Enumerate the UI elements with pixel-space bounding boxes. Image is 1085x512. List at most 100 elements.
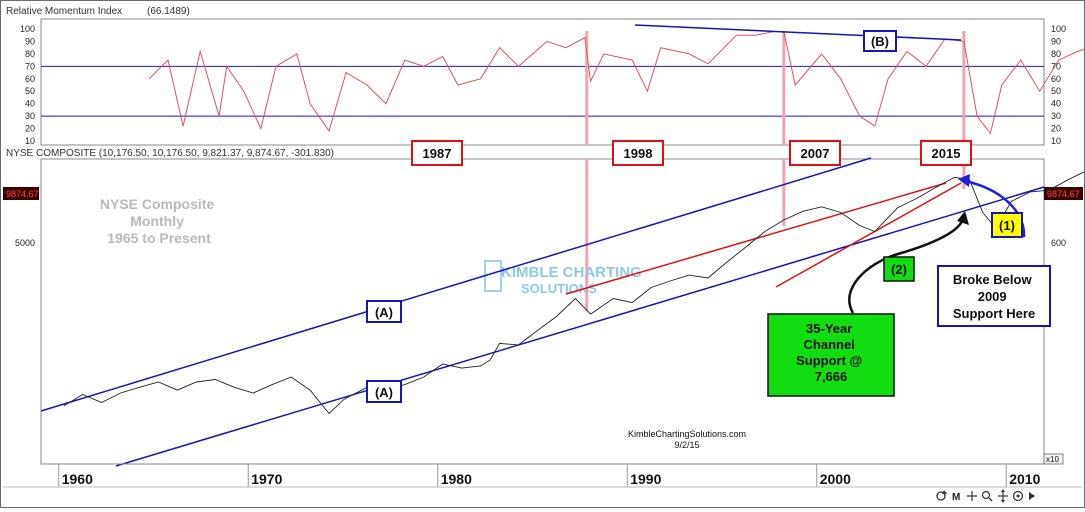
rsi-label-b-box xyxy=(863,30,897,52)
arrow-2-head xyxy=(957,211,969,225)
last-value-left: 9874.67 xyxy=(6,189,39,199)
channel-label-a-upper-box xyxy=(366,300,402,323)
rsi-tick-left: 30 xyxy=(25,111,35,121)
crosshair-icon[interactable] xyxy=(967,491,977,501)
rsi-tick-left: 60 xyxy=(25,74,35,84)
info-text-line: Monthly xyxy=(130,213,184,229)
marker-1: (1) xyxy=(999,218,1015,233)
year-label-text: 1998 xyxy=(624,146,653,161)
rsi-title: Relative Momentum Index xyxy=(6,6,122,17)
year-label-2015: 2015 xyxy=(920,140,972,166)
watermark-line1: KIMBLE CHARTING xyxy=(501,264,642,281)
year-label-2007: 2007 xyxy=(789,140,841,166)
rsi-label-b: (B) xyxy=(871,34,889,49)
rsi-highlight-bar xyxy=(962,31,966,145)
x-tick-label: 1990 xyxy=(630,471,661,487)
watermark-line2: SOLUTIONS xyxy=(521,281,597,296)
red-trend-line-lower xyxy=(775,182,962,288)
channel-support-text: 35-Year Channel Support @ 7,666 xyxy=(796,321,866,384)
x-tick-label: 2000 xyxy=(820,471,851,487)
rsi-tick-left: 50 xyxy=(25,86,35,96)
year-label-text: 2015 xyxy=(932,146,961,161)
channel-lower-line xyxy=(115,186,1045,467)
rsi-tick-right: 50 xyxy=(1051,86,1061,96)
rsi-tick-right: 20 xyxy=(1051,124,1061,134)
rsi-highlight-bar xyxy=(585,31,589,145)
last-value-tag-left xyxy=(3,187,39,200)
rsi-tick-right: 40 xyxy=(1051,99,1061,109)
scale-button-label: x10 xyxy=(1046,455,1059,464)
rsi-tick-right: 60 xyxy=(1051,74,1061,84)
arrow-1-curve xyxy=(964,179,1026,238)
pan-icon[interactable] xyxy=(998,489,1008,503)
channel-support-box xyxy=(767,313,895,397)
rsi-tick-right: 10 xyxy=(1051,136,1061,146)
rsi-tick-left: 90 xyxy=(25,36,35,46)
refresh-icon[interactable] xyxy=(936,490,947,501)
channel-label-a-upper: (A) xyxy=(375,305,393,320)
price-highlight-bar xyxy=(962,159,966,189)
year-label-group: 1987 1998 2007 2015 xyxy=(411,140,972,166)
channel-support-line: 35-Year xyxy=(806,321,852,336)
toolbar-m-button[interactable]: M xyxy=(952,492,960,503)
channel-support-line: Support @ xyxy=(796,353,862,368)
channel-support-line: 7,666 xyxy=(815,369,848,384)
rsi-y-axis-right: 100 90 80 70 60 50 40 30 20 10 xyxy=(1051,24,1066,146)
year-label-1987: 1987 xyxy=(411,140,463,166)
marker-1-box xyxy=(991,212,1023,238)
broke-below-line: Broke Below xyxy=(953,272,1033,287)
broke-below-line: Support Here xyxy=(953,306,1035,321)
last-value-tag-right xyxy=(1044,187,1083,200)
scale-button[interactable] xyxy=(1043,453,1064,465)
rsi-tick-right: 100 xyxy=(1051,24,1066,34)
x-tick-label: 1960 xyxy=(62,471,93,487)
year-label-1998: 1998 xyxy=(612,140,664,166)
channel-support-line: Channel xyxy=(804,337,855,352)
rsi-tick-left: 20 xyxy=(25,124,35,134)
expand-icon[interactable] xyxy=(1029,492,1035,500)
info-text: NYSE Composite Monthly 1965 to Present xyxy=(100,196,218,246)
last-value-right: 9874.67 xyxy=(1047,189,1080,199)
rsi-year-highlights xyxy=(585,31,966,145)
x-tick-label: 1980 xyxy=(441,471,472,487)
price-pane-frame xyxy=(40,158,1045,465)
rsi-tick-left: 10 xyxy=(25,136,35,146)
credit-date: 9/2/15 xyxy=(674,440,699,450)
channel-upper-line xyxy=(40,157,872,412)
year-label-text: 2007 xyxy=(801,146,830,161)
credit-text: KimbleChartingSolutions.com xyxy=(628,429,746,439)
x-axis: 1960197019801990200020102 xyxy=(58,464,1041,487)
arrow-1-head xyxy=(958,174,970,187)
zoom-icon[interactable] xyxy=(981,490,993,502)
rsi-tick-right: 80 xyxy=(1051,49,1061,59)
rsi-tick-left: 100 xyxy=(20,24,35,34)
rsi-title-bar xyxy=(3,4,1082,18)
channel-label-a-lower-box xyxy=(366,380,402,403)
rsi-divergence-line-b xyxy=(634,24,962,41)
rsi-tick-left: 70 xyxy=(25,61,35,71)
rsi-tick-left: 40 xyxy=(25,99,35,109)
price-year-highlights xyxy=(585,159,966,311)
channel-label-a-lower: (A) xyxy=(375,385,393,400)
price-tick-left: 5000 xyxy=(15,238,35,248)
price-highlight-bar xyxy=(585,159,589,311)
arrow-2-curve xyxy=(848,218,965,314)
x-tick-label: 2010 xyxy=(1009,471,1040,487)
price-tick-right: 600 xyxy=(1051,238,1066,248)
rsi-series-line xyxy=(148,31,1085,135)
year-label-text: 1987 xyxy=(423,146,452,161)
rsi-tick-right: 70 xyxy=(1051,61,1061,71)
rsi-value: (66.1489) xyxy=(147,6,190,17)
rsi-highlight-bar xyxy=(782,31,786,145)
bottom-toolbar: M xyxy=(936,489,1035,503)
price-highlight-bar xyxy=(782,159,786,226)
x-tick-label: 1970 xyxy=(251,471,282,487)
info-text-line: NYSE Composite xyxy=(100,196,215,212)
broke-below-text: Broke Below 2009 Support Here xyxy=(953,272,1035,321)
marker-2: (2) xyxy=(891,262,907,277)
marker-2-box xyxy=(883,256,915,282)
rsi-y-axis-left: 100 90 80 70 60 50 40 30 20 10 xyxy=(20,24,35,146)
target-icon[interactable] xyxy=(1012,490,1024,502)
